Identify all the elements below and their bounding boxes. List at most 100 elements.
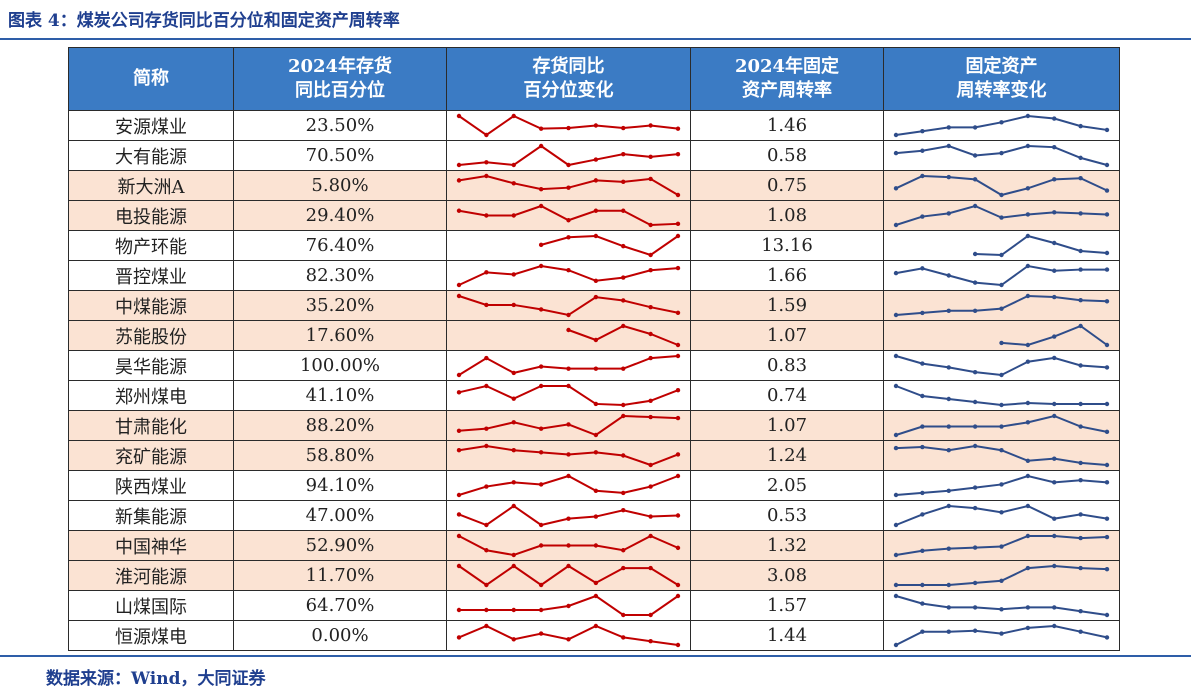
table-row: 新集能源 47.00% 0.53 [68,500,1120,531]
trend-point [999,150,1004,156]
trend-line [458,504,679,527]
trend-point [648,355,653,361]
asset-turnover: 0.53 [690,500,884,531]
trend-point [1104,342,1110,348]
trend-point [1052,334,1057,339]
trend-line [458,355,679,376]
trend-point [648,462,653,468]
table-row: 郑州煤电 41.10% 0.74 [68,380,1120,411]
trend-point [675,192,681,198]
inventory-trend-cell [446,440,691,471]
trend-point [999,578,1004,583]
inventory-percentile: 64.70% [233,590,447,621]
inventory-percentile: 35.20% [233,290,447,321]
trend-point [484,426,489,431]
trend-point [484,607,489,613]
trend-point [1104,188,1110,193]
trend-point [1104,534,1110,540]
trend-point [648,123,653,128]
trend-point [484,484,489,489]
trend-point [538,522,544,528]
trend-point [621,453,626,458]
trend-point [999,192,1004,198]
trend-point [920,424,925,429]
sparkline [456,593,681,618]
trend-point [621,612,626,618]
trend-point [566,366,571,371]
trend-point [893,432,899,438]
inventory-trend-cell [446,290,691,321]
sparkline [893,203,1110,228]
trend-point [621,490,626,496]
trend-point [972,580,978,586]
trend-point [675,342,681,348]
trend-point [621,366,626,371]
trend-point [999,607,1004,612]
table: 简称 2024年存货 同比百分位 存货同比 百分位变化 2024年固定 资产周转率 固定… [68,47,1120,651]
inventory-trend-cell [446,200,691,231]
asset-turnover: 1.07 [690,410,884,441]
trend-point [566,473,571,479]
trend-point [621,125,626,131]
company-name: 苏能股份 [68,320,234,351]
trend-point [566,162,571,168]
trend-point [675,126,681,131]
trend-line [895,595,1108,616]
trend-point [648,268,653,273]
trend-point [1078,478,1083,483]
trend-point [1052,268,1057,273]
trend-point [999,482,1004,487]
trend-point [1025,143,1031,149]
trend-point [648,398,653,403]
trend-point [999,424,1004,429]
trend-point [1025,565,1031,571]
inventory-percentile: 70.50% [233,140,447,171]
inventory-trend-cell [446,500,691,531]
trend-point [946,125,951,130]
trend-point [456,448,462,453]
trend-point [1078,629,1083,634]
trend-point [946,582,951,588]
inventory-trend-cell [446,170,691,201]
trend-point [456,113,462,119]
trend-point [1052,533,1057,539]
trend-point [893,270,899,276]
trend-line [458,114,679,137]
inventory-trend-cell [446,620,691,651]
trend-point [593,450,599,455]
trend-point [1052,401,1057,407]
trend-point [566,543,571,548]
trend-point [920,266,925,271]
trend-point [893,132,899,138]
trend-point [621,413,626,419]
trend-point [593,337,599,343]
sparkline [893,443,1110,468]
turnover-trend-cell [883,590,1120,621]
trend-line [895,144,1108,166]
trend-point [1052,480,1057,485]
trend-point [566,637,571,642]
trend-point [456,178,462,183]
turnover-trend-cell [883,230,1120,261]
trend-point [538,482,544,487]
trend-point [920,512,925,517]
company-name: 电投能源 [68,200,234,231]
source: 数据来源：Wind，大同证券 [46,669,266,689]
trend-point [1052,294,1057,300]
trend-point [1025,625,1031,631]
trend-point [893,492,899,498]
trend-point [1104,250,1110,256]
trend-point [1025,473,1031,479]
trend-point [456,563,462,569]
table-body: 安源煤业 23.50% 1.46 大有能源 70.50% 0.58 新大洲A 5.80% 0.7… [68,110,1120,651]
trend-point [484,548,489,553]
trend-point [648,331,653,337]
trend-point [972,485,978,490]
company-name: 安源煤业 [68,110,234,141]
trend-point [456,372,462,378]
trend-point [484,132,489,138]
trend-point [946,143,951,149]
company-name: 新大洲A [68,170,234,201]
trend-point [593,157,599,162]
trend-point [675,265,681,271]
